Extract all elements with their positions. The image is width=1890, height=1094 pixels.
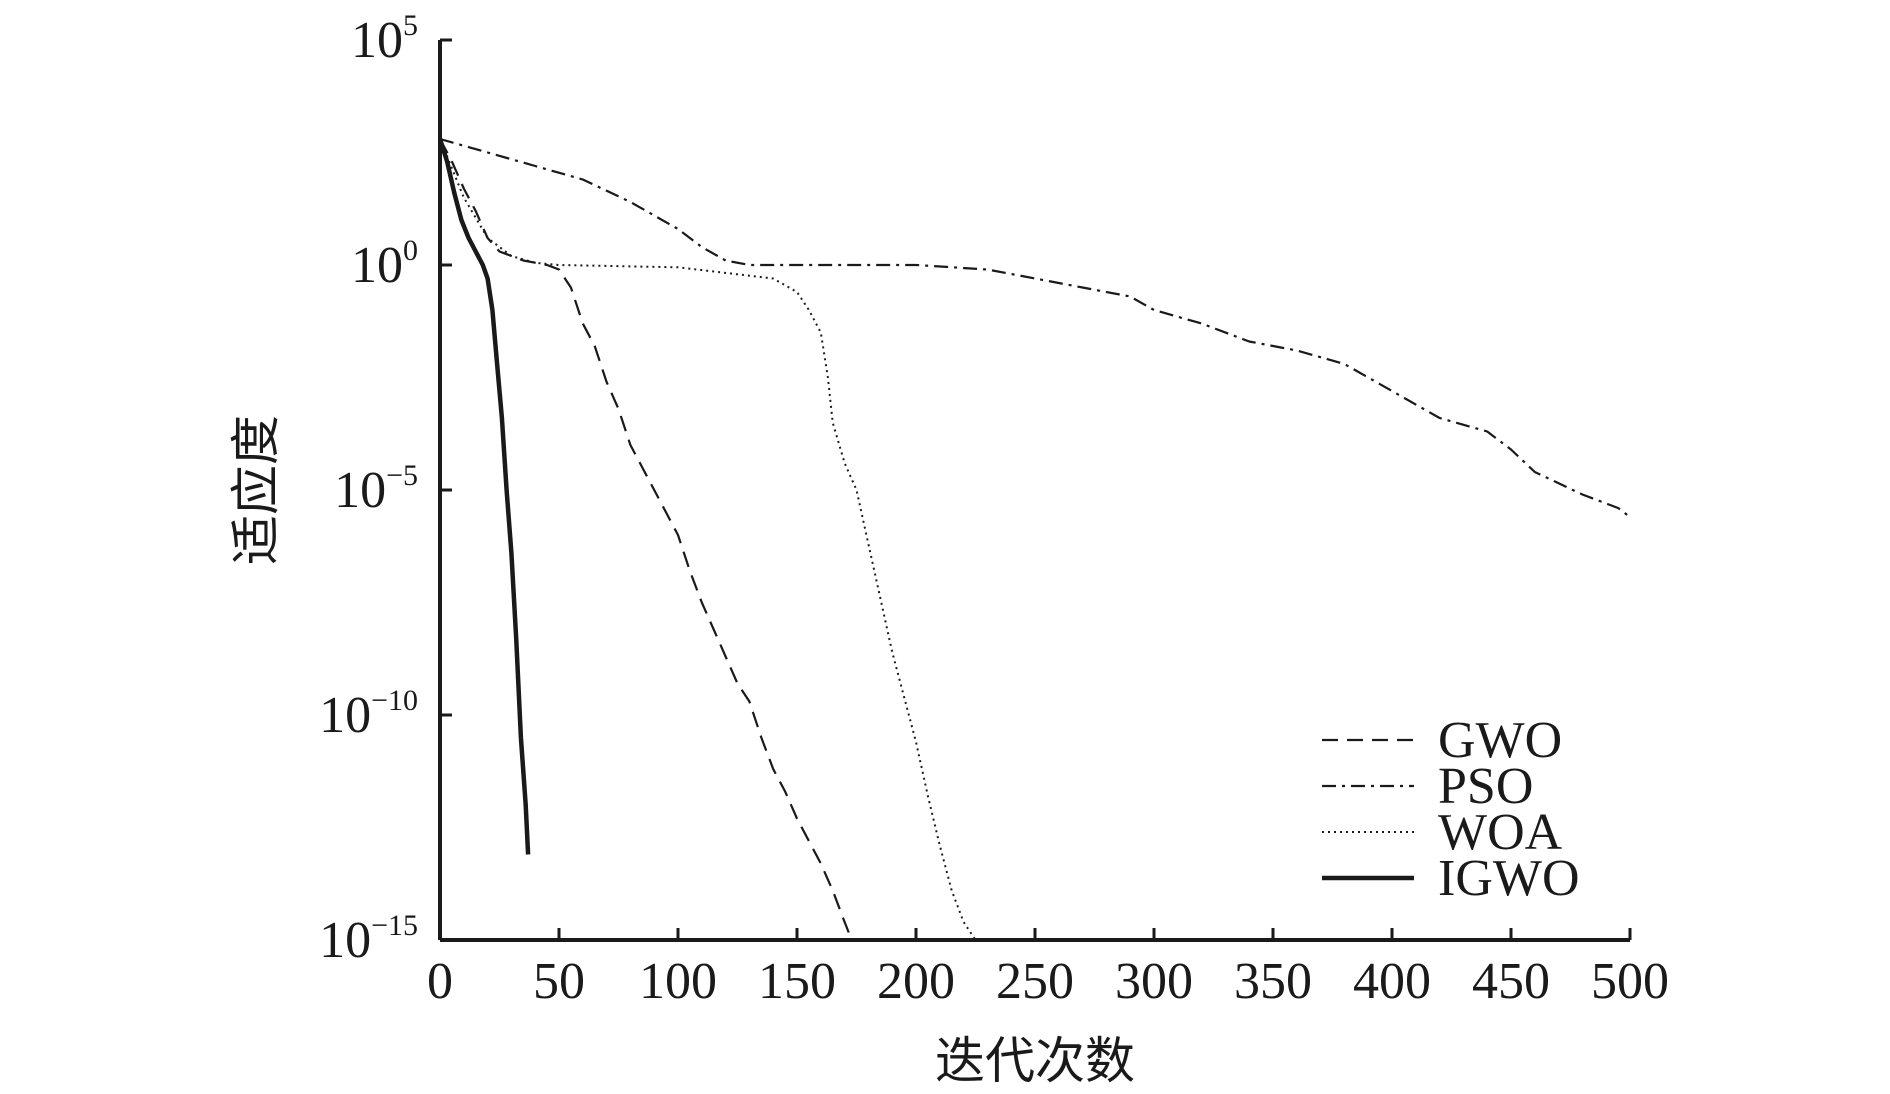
y-tick-exponent: 0 [403, 234, 418, 267]
x-tick-label: 350 [1234, 953, 1312, 1010]
legend-label-igwo: IGWO [1438, 850, 1580, 907]
y-tick-label: 10−10 [319, 684, 418, 744]
x-tick-label: 500 [1591, 953, 1669, 1010]
series-igwo-line [437, 138, 531, 855]
x-ticks: 0 50 100 150 200 250 300 350 400 450 500 [427, 928, 1669, 1010]
legend-label-gwo: GWO [1438, 712, 1562, 769]
legend-label-woa: WOA [1438, 804, 1563, 861]
series-pso-line [439, 137, 1631, 518]
legend-label-pso: PSO [1438, 758, 1533, 815]
x-tick-label: 0 [427, 953, 453, 1010]
y-tick-base: 10 [351, 237, 403, 294]
y-axis-label: 适应度 [227, 415, 285, 565]
y-tick-exponent: −5 [386, 459, 418, 492]
series-group [437, 137, 1631, 941]
y-tick-exponent: −10 [371, 684, 418, 717]
series-gwo-line [439, 138, 853, 941]
y-tick-exponent: −15 [371, 909, 418, 942]
y-tick-label: 10−15 [319, 909, 418, 969]
y-tick-label: 105 [351, 9, 418, 69]
y-tick-base: 10 [319, 912, 371, 969]
x-tick-label: 450 [1472, 953, 1550, 1010]
x-axis-label: 迭代次数 [935, 1032, 1135, 1090]
x-tick-label: 50 [533, 953, 585, 1010]
y-tick-base: 10 [334, 462, 386, 519]
x-tick-label: 150 [758, 953, 836, 1010]
y-tick-label: 100 [351, 234, 418, 294]
y-tick-base: 10 [319, 687, 371, 744]
x-tick-label: 250 [996, 953, 1074, 1010]
x-tick-label: 300 [1115, 953, 1193, 1010]
series-woa-line [439, 138, 977, 941]
x-tick-label: 400 [1353, 953, 1431, 1010]
y-tick-exponent: 5 [403, 9, 418, 42]
x-tick-label: 100 [639, 953, 717, 1010]
y-tick-label: 10−5 [334, 459, 418, 519]
x-tick-label: 200 [877, 953, 955, 1010]
y-tick-base: 10 [351, 12, 403, 69]
